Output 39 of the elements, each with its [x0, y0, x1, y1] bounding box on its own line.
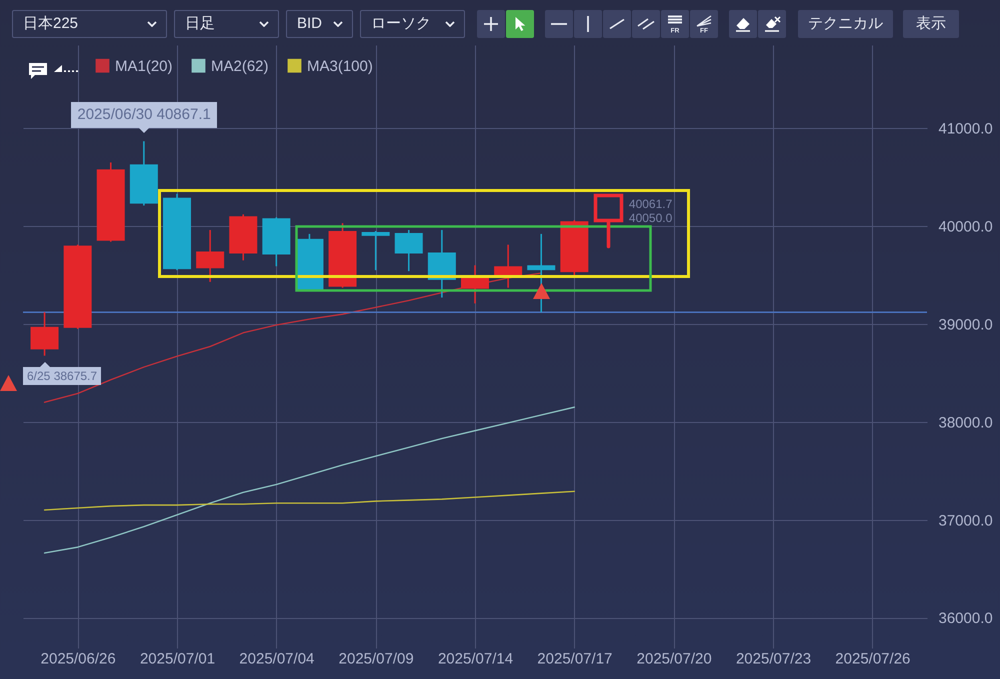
- dropdown[interactable]: BID: [286, 10, 353, 38]
- legend-label: MA1(20): [115, 58, 173, 75]
- button[interactable]: [603, 10, 631, 38]
- x-tick-label: 2025/07/17: [537, 650, 612, 668]
- x-tick-label: 2025/07/04: [239, 650, 314, 668]
- y-tick-label: 39000.0: [938, 316, 993, 334]
- button[interactable]: [632, 10, 660, 38]
- button[interactable]: [574, 10, 602, 38]
- button[interactable]: [477, 10, 505, 38]
- y-tick-label: 40000.0: [938, 218, 993, 236]
- y-tick-label: 38000.0: [938, 414, 993, 432]
- dropdown[interactable]: ローソク: [360, 10, 465, 38]
- x-tick-label: 2025/07/26: [835, 650, 910, 668]
- x-tick-label: 2025/07/09: [338, 650, 414, 668]
- x-tick-label: 2025/07/23: [736, 650, 812, 668]
- line-series: [44, 490, 575, 511]
- legend-label: MA2(62): [211, 58, 269, 75]
- dropdown[interactable]: 日本225: [12, 10, 167, 38]
- x-tick-label: 2025/07/01: [140, 650, 216, 668]
- button[interactable]: テクニカル: [798, 10, 893, 38]
- annotation: 2025/06/30 40867.1: [71, 102, 217, 128]
- x-tick-label: 2025/07/14: [438, 650, 514, 668]
- y-tick-label: 37000.0: [938, 512, 993, 530]
- line-series: [44, 406, 575, 554]
- candlestick: [362, 230, 390, 271]
- button[interactable]: [729, 10, 757, 38]
- dropdown[interactable]: 日足: [174, 10, 279, 38]
- x-tick-label: 2025/07/20: [636, 650, 712, 668]
- button[interactable]: [545, 10, 573, 38]
- annotation: 6/25 38675.7: [23, 366, 102, 385]
- annotation: 40061.7: [628, 197, 672, 212]
- candlestick: [527, 233, 556, 313]
- annotation: 40050.0: [628, 211, 672, 226]
- button[interactable]: [758, 10, 786, 38]
- legend-label: MA3(100): [307, 58, 373, 75]
- x-tick-label: 2025/06/26: [40, 650, 116, 668]
- button[interactable]: 表示: [903, 10, 959, 38]
- y-tick-label: 36000.0: [938, 610, 993, 628]
- y-tick-label: 41000.0: [938, 120, 993, 138]
